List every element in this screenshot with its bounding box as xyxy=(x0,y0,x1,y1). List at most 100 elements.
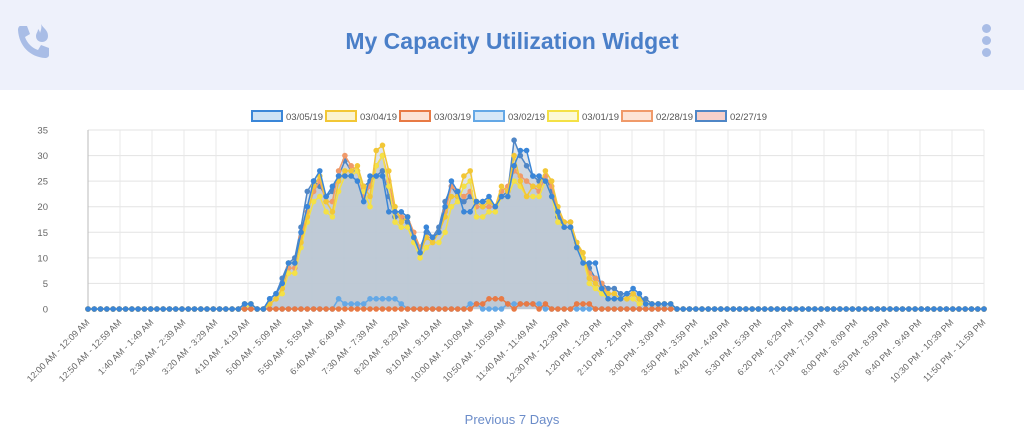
data-point xyxy=(548,306,555,312)
data-point xyxy=(693,306,699,312)
data-point xyxy=(467,168,474,174)
data-point xyxy=(849,306,856,312)
data-point xyxy=(411,234,417,241)
data-point xyxy=(310,306,317,312)
phone-fire-icon xyxy=(18,24,49,58)
previous-7-days-label[interactable]: Previous 7 Days xyxy=(464,412,560,427)
data-point xyxy=(492,296,499,302)
data-point xyxy=(542,301,549,307)
data-point xyxy=(611,306,618,312)
data-point xyxy=(166,306,173,312)
data-point xyxy=(573,301,580,307)
data-point xyxy=(548,178,555,184)
legend-item[interactable]: 03/04/19 xyxy=(325,110,397,123)
data-point xyxy=(630,296,636,302)
data-point xyxy=(342,168,348,174)
data-point xyxy=(254,306,260,312)
data-point xyxy=(367,173,373,179)
chart-area: 03/05/19 03/04/19 03/03/19 03/02/19 03/01/19… xyxy=(0,100,1024,400)
data-point xyxy=(404,224,411,230)
legend-item[interactable]: 02/27/19 xyxy=(695,110,767,123)
data-point xyxy=(843,306,849,312)
data-point xyxy=(592,260,599,266)
data-point xyxy=(486,203,492,210)
data-point xyxy=(461,209,467,215)
data-point xyxy=(924,306,931,312)
data-point xyxy=(542,168,549,174)
data-point xyxy=(912,306,918,312)
kebab-menu-icon[interactable] xyxy=(978,24,994,64)
data-point xyxy=(567,219,574,225)
data-point xyxy=(580,249,586,256)
data-point xyxy=(360,306,367,312)
data-point xyxy=(536,183,542,190)
data-point xyxy=(542,306,549,312)
data-point xyxy=(85,306,91,312)
data-point xyxy=(304,306,311,312)
data-point xyxy=(360,183,367,190)
data-point xyxy=(266,306,273,312)
data-point xyxy=(855,306,862,312)
data-point xyxy=(386,209,392,215)
data-point xyxy=(523,163,530,169)
data-point xyxy=(780,306,787,312)
data-point xyxy=(498,296,505,302)
data-point xyxy=(787,306,793,312)
data-point xyxy=(279,280,286,287)
data-point xyxy=(642,301,649,307)
x-tick-label: 12:00 AM - 12:09 AM xyxy=(25,317,92,384)
data-point xyxy=(335,168,342,174)
data-point xyxy=(185,306,192,312)
data-point xyxy=(279,306,286,312)
data-point xyxy=(367,203,373,210)
legend-item[interactable]: 03/03/19 xyxy=(399,110,471,123)
data-point xyxy=(599,290,605,297)
data-point xyxy=(335,306,342,312)
data-point xyxy=(674,306,680,312)
data-point xyxy=(931,306,937,312)
data-point xyxy=(906,306,912,312)
legend-label: 03/03/19 xyxy=(434,112,471,123)
data-point xyxy=(436,229,442,236)
data-point xyxy=(517,178,524,184)
x-tick-label: 3:50 PM - 3:59 PM xyxy=(639,317,699,377)
legend-swatch xyxy=(251,110,283,122)
data-point xyxy=(617,296,624,302)
legend-swatch xyxy=(399,110,431,122)
data-point xyxy=(404,306,411,312)
legend-item[interactable]: 03/05/19 xyxy=(251,110,323,123)
previous-7-days-link[interactable]: Previous 7 Days xyxy=(0,412,1024,427)
data-point xyxy=(962,306,968,312)
data-point xyxy=(348,173,355,179)
data-point xyxy=(348,306,355,312)
legend-item[interactable]: 03/01/19 xyxy=(547,110,619,123)
data-point xyxy=(636,306,643,312)
data-point xyxy=(592,275,599,282)
data-point xyxy=(586,306,593,312)
data-point xyxy=(536,173,542,179)
data-point xyxy=(943,306,950,312)
data-point xyxy=(179,306,185,312)
data-point xyxy=(354,301,361,307)
data-point xyxy=(479,301,486,307)
x-tick-label: 6:40 AM - 6:49 AM xyxy=(288,317,347,376)
data-point xyxy=(743,306,749,312)
data-point xyxy=(292,270,298,276)
data-point xyxy=(511,137,517,143)
data-point xyxy=(498,183,505,190)
data-point xyxy=(630,290,636,297)
legend-item[interactable]: 03/02/19 xyxy=(473,110,545,123)
data-point xyxy=(874,306,881,312)
data-point xyxy=(398,306,405,312)
data-point xyxy=(479,306,486,312)
x-tick-label: 2:30 AM - 2:39 AM xyxy=(128,317,187,376)
data-point xyxy=(404,214,411,220)
data-point xyxy=(818,306,824,312)
data-point xyxy=(498,193,505,200)
x-tick-label: 1:20 PM - 1:29 PM xyxy=(543,317,603,377)
data-point xyxy=(141,306,148,312)
data-point xyxy=(461,198,467,205)
data-point xyxy=(536,193,542,200)
legend-item[interactable]: 02/28/19 xyxy=(621,110,693,123)
legend-swatch xyxy=(547,110,579,122)
